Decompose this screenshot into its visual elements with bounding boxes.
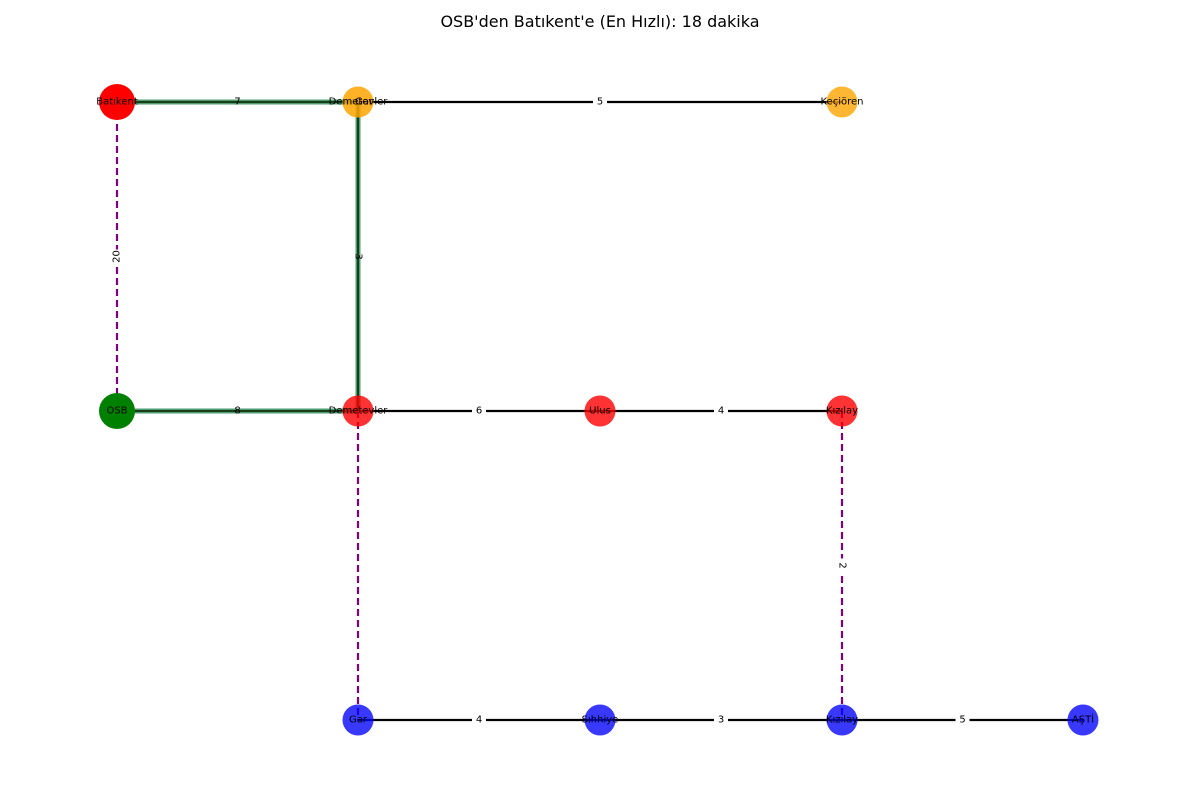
station-node-osb: [99, 393, 135, 429]
edge-label-bg: [110, 249, 124, 264]
station-label-osb: OSB: [106, 406, 127, 417]
edge-weight-label: 2: [837, 562, 848, 568]
station-label-sihhiye: Sıhhiye: [582, 715, 619, 726]
station-node-gar: [342, 704, 374, 736]
edge-weight-label: 6: [476, 406, 482, 417]
station-node-kizilay_blue: [826, 704, 858, 736]
edge-label-bg: [472, 713, 486, 727]
edge-labels-layer: 7 5 20 3 8 6 4 2 4 3 5: [110, 95, 970, 727]
station-label-kizilay_blue: Kızılay: [826, 715, 858, 726]
station-label-demetevler_top: Demetevler: [329, 97, 389, 108]
nodes-layer: [99, 84, 1099, 736]
edge-weight-label: 7: [234, 97, 240, 108]
edge-weight-label: 3: [353, 253, 364, 259]
edge-weight-label: 3: [718, 715, 724, 726]
station-node-ulus: [584, 395, 616, 427]
station-node-demetevler_mid: [342, 395, 374, 427]
station-label-batikent: Batıkent: [96, 97, 138, 108]
station-node-batikent: [99, 84, 135, 120]
edge-label-bg: [472, 404, 486, 418]
edge-weight-label: 20: [112, 250, 123, 263]
edge-label-bg: [835, 558, 849, 573]
station-label-gar_overlap_label: Gar: [355, 97, 374, 108]
edge-label-bg: [955, 713, 970, 727]
edge-weight-label: 5: [959, 715, 965, 726]
graph-title: OSB'den Batıkent'e (En Hızlı): 18 dakika: [440, 12, 760, 31]
edge-label-bg: [593, 95, 607, 109]
edge-weight-label: 8: [234, 406, 240, 417]
edge-label-bg: [714, 713, 728, 727]
edges-layer: [115, 99, 1083, 722]
edge-weight-label: 4: [476, 715, 482, 726]
station-node-demetevler_top: [342, 86, 374, 118]
station-node-sihhiye: [584, 704, 616, 736]
edge-label-bg: [714, 404, 728, 418]
station-node-kecioren: [826, 86, 858, 118]
edge-weight-label: 5: [597, 97, 603, 108]
station-label-kizilay_red: Kızılay: [826, 406, 858, 417]
edge-weight-label: 4: [718, 406, 724, 417]
station-label-asti: AŞTİ: [1072, 713, 1094, 726]
station-label-demetevler_mid: Demetevler: [329, 406, 389, 417]
station-node-asti: [1067, 704, 1099, 736]
station-node-kizilay_red: [826, 395, 858, 427]
station-label-kecioren: Keçiören: [821, 97, 864, 108]
station-label-ulus: Ulus: [589, 406, 611, 417]
station-label-gar: Gar: [349, 715, 368, 726]
